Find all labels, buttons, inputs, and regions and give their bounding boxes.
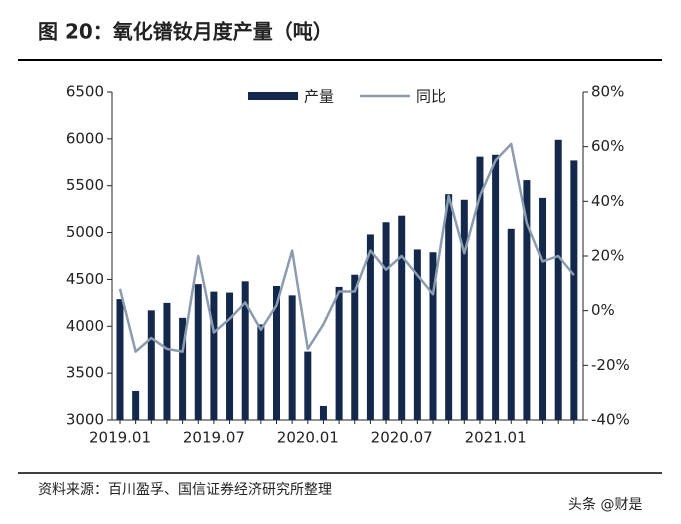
bar (319, 405, 327, 420)
legend-swatch (248, 92, 298, 100)
bar (539, 197, 547, 420)
bar (147, 310, 155, 420)
bar (382, 222, 390, 420)
bar (179, 317, 187, 420)
line (118, 142, 575, 353)
x-tick-label: 2020.01 (277, 429, 339, 447)
bar (445, 194, 453, 420)
bar (335, 286, 343, 420)
bar (257, 324, 265, 420)
bar (554, 139, 562, 420)
bar (460, 199, 468, 420)
bar (366, 234, 374, 420)
y2-tick-label: 40% (591, 192, 624, 210)
bar (210, 291, 218, 420)
y2-tick-label: 0% (591, 301, 615, 319)
bar (288, 295, 296, 420)
y-tick-label: 6000 (66, 129, 104, 147)
y-tick-label: 4000 (66, 317, 104, 335)
bar (116, 299, 124, 420)
watermark: 头条 @财是 (568, 496, 642, 513)
bar (523, 180, 531, 420)
x-tick-label: 2020.07 (371, 429, 433, 447)
bar (273, 285, 280, 420)
y2-tick-label: -20% (591, 356, 630, 374)
y-tick-label: 3500 (66, 364, 104, 382)
bar (241, 281, 249, 420)
bar (413, 249, 421, 420)
y2-tick-label: 20% (591, 247, 624, 265)
x-tick-label: 2021.01 (465, 429, 527, 447)
bar (507, 228, 515, 420)
y2-tick-label: 60% (591, 137, 624, 155)
bar (194, 284, 202, 420)
bar (163, 302, 171, 420)
y-tick-label: 6500 (66, 83, 104, 101)
y-tick-label: 5000 (66, 223, 104, 241)
y-tick-label: 3000 (66, 411, 104, 429)
chart-title: 图 20：氧化镨钕月度产量（吨） (38, 20, 333, 44)
y-tick-label: 5500 (66, 176, 104, 194)
bar (429, 252, 437, 420)
y2-tick-label: 80% (591, 83, 624, 101)
bar (132, 390, 140, 420)
y2-tick-label: -40% (591, 411, 630, 429)
bar (398, 215, 406, 420)
bar (226, 292, 234, 420)
legend-label: 同比 (416, 88, 446, 106)
x-tick-label: 2019.07 (183, 429, 245, 447)
bar (304, 351, 312, 420)
bar (492, 154, 500, 420)
bar (351, 274, 359, 420)
source: 资料来源：百川盈孚、国信证券经济研究所整理 (38, 482, 332, 498)
y-tick-label: 4500 (66, 270, 104, 288)
legend-label: 产量 (304, 88, 334, 106)
bar (476, 156, 484, 421)
bar (570, 160, 578, 420)
x-tick-label: 2019.01 (89, 429, 151, 447)
